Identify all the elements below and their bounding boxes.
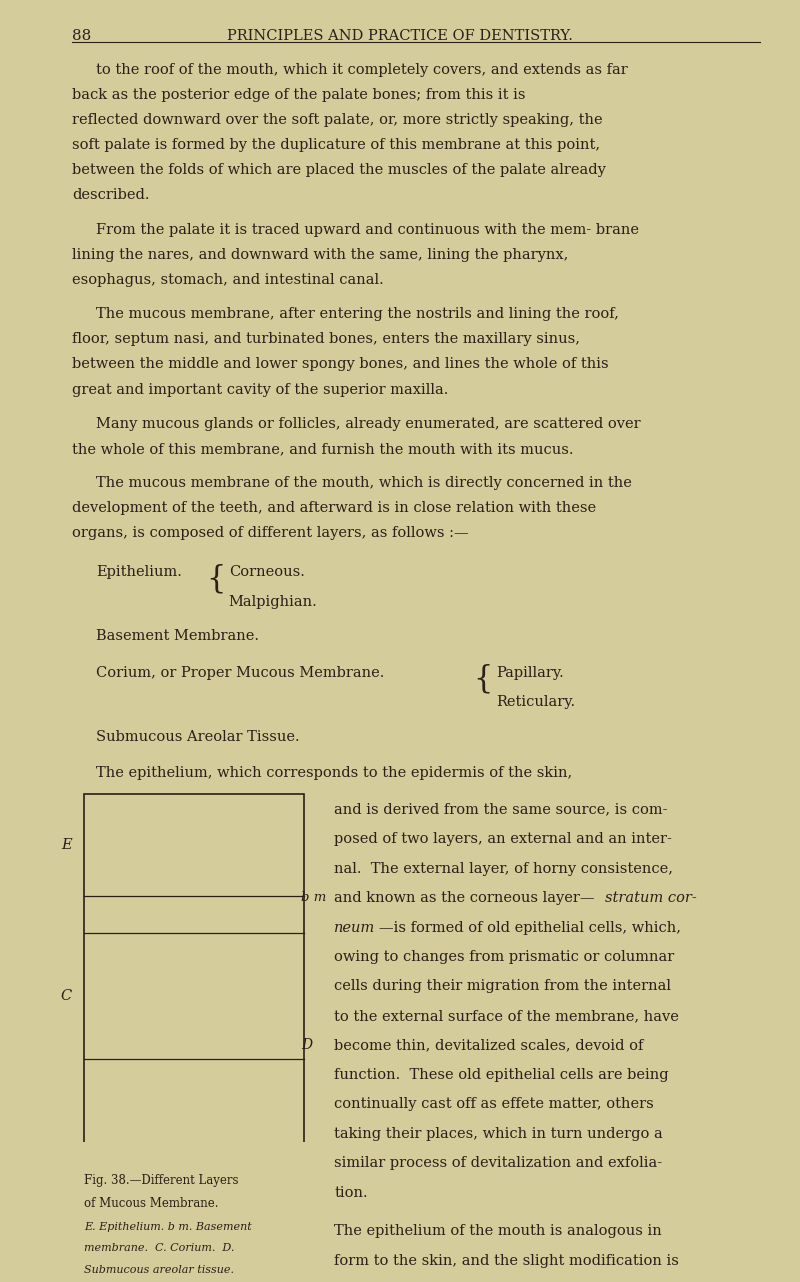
Text: function.  These old epithelial cells are being: function. These old epithelial cells are… — [334, 1068, 669, 1082]
Text: {: { — [474, 664, 493, 695]
Text: stratum cor-: stratum cor- — [605, 891, 697, 905]
Text: Corneous.: Corneous. — [229, 565, 305, 579]
Text: esophagus, stomach, and intestinal canal.: esophagus, stomach, and intestinal canal… — [72, 273, 384, 287]
Text: C: C — [61, 988, 72, 1003]
Text: Epithelium.: Epithelium. — [96, 565, 182, 579]
Text: cells during their migration from the internal: cells during their migration from the in… — [334, 979, 671, 994]
Text: back as the posterior edge of the palate bones; from this it is: back as the posterior edge of the palate… — [72, 88, 526, 103]
Text: similar process of devitalization and exfolia-: similar process of devitalization and ex… — [334, 1156, 662, 1170]
Text: The epithelium, which corresponds to the epidermis of the skin,: The epithelium, which corresponds to the… — [96, 767, 572, 781]
Text: and known as the corneous layer—: and known as the corneous layer— — [334, 891, 595, 905]
Text: Fig. 38.—Different Layers: Fig. 38.—Different Layers — [84, 1174, 238, 1187]
Text: form to the skin, and the slight modification is: form to the skin, and the slight modific… — [334, 1254, 679, 1268]
Text: From the palate it is traced upward and continuous with the mem- brane: From the palate it is traced upward and … — [96, 223, 639, 237]
Text: Many mucous glands or follicles, already enumerated, are scattered over: Many mucous glands or follicles, already… — [96, 417, 641, 431]
Text: b m: b m — [301, 891, 326, 904]
Text: E. Epithelium. b m. Basement: E. Epithelium. b m. Basement — [84, 1222, 252, 1232]
Text: E: E — [61, 837, 72, 851]
Text: owing to changes from prismatic or columnar: owing to changes from prismatic or colum… — [334, 950, 674, 964]
Text: neum: neum — [334, 920, 376, 935]
Text: Basement Membrane.: Basement Membrane. — [96, 629, 259, 644]
Text: posed of two layers, an external and an inter-: posed of two layers, an external and an … — [334, 832, 672, 846]
Text: Corium, or Proper Mucous Membrane.: Corium, or Proper Mucous Membrane. — [96, 665, 384, 679]
Text: The epithelium of the mouth is analogous in: The epithelium of the mouth is analogous… — [334, 1224, 662, 1238]
Text: organs, is composed of different layers, as follows :—: organs, is composed of different layers,… — [72, 527, 469, 541]
Text: described.: described. — [72, 188, 150, 203]
Text: of Mucous Membrane.: of Mucous Membrane. — [84, 1196, 218, 1210]
Text: between the middle and lower spongy bones, and lines the whole of this: between the middle and lower spongy bone… — [72, 358, 609, 372]
Text: Papillary.: Papillary. — [496, 665, 564, 679]
Text: great and important cavity of the superior maxilla.: great and important cavity of the superi… — [72, 382, 448, 396]
Text: —is formed of old epithelial cells, which,: —is formed of old epithelial cells, whic… — [379, 920, 682, 935]
Text: lining the nares, and downward with the same, lining the pharynx,: lining the nares, and downward with the … — [72, 247, 568, 262]
Text: between the folds of which are placed the muscles of the palate already: between the folds of which are placed th… — [72, 163, 606, 177]
Text: nal.  The external layer, of horny consistence,: nal. The external layer, of horny consis… — [334, 862, 674, 876]
Text: Reticulary.: Reticulary. — [496, 695, 575, 709]
Text: floor, septum nasi, and turbinated bones, enters the maxillary sinus,: floor, septum nasi, and turbinated bones… — [72, 332, 580, 346]
Text: The mucous membrane, after entering the nostrils and lining the roof,: The mucous membrane, after entering the … — [96, 308, 619, 322]
Text: {: { — [206, 563, 226, 595]
Text: to the roof of the mouth, which it completely covers, and extends as far: to the roof of the mouth, which it compl… — [96, 63, 628, 77]
Text: soft palate is formed by the duplicature of this membrane at this point,: soft palate is formed by the duplicature… — [72, 138, 600, 153]
Bar — [84, 794, 304, 1164]
Text: Submucous areolar tissue.: Submucous areolar tissue. — [84, 1265, 234, 1276]
Text: taking their places, which in turn undergo a: taking their places, which in turn under… — [334, 1127, 663, 1141]
Text: reflected downward over the soft palate, or, more strictly speaking, the: reflected downward over the soft palate,… — [72, 113, 602, 127]
Text: become thin, devitalized scales, devoid of: become thin, devitalized scales, devoid … — [334, 1038, 644, 1053]
Text: and is derived from the same source, is com-: and is derived from the same source, is … — [334, 803, 668, 817]
Text: continually cast off as effete matter, others: continually cast off as effete matter, o… — [334, 1097, 654, 1111]
Text: PRINCIPLES AND PRACTICE OF DENTISTRY.: PRINCIPLES AND PRACTICE OF DENTISTRY. — [227, 28, 573, 42]
Text: D: D — [301, 1038, 312, 1053]
Text: the whole of this membrane, and furnish the mouth with its mucus.: the whole of this membrane, and furnish … — [72, 442, 574, 456]
Text: 88: 88 — [72, 28, 91, 42]
Text: to the external surface of the membrane, have: to the external surface of the membrane,… — [334, 1009, 679, 1023]
Text: The mucous membrane of the mouth, which is directly concerned in the: The mucous membrane of the mouth, which … — [96, 476, 632, 490]
Text: Submucous Areolar Tissue.: Submucous Areolar Tissue. — [96, 729, 300, 744]
Text: tion.: tion. — [334, 1186, 368, 1200]
Text: development of the teeth, and afterward is in close relation with these: development of the teeth, and afterward … — [72, 501, 596, 515]
Text: membrane.  C. Corium.  D.: membrane. C. Corium. D. — [84, 1244, 234, 1254]
Text: Malpighian.: Malpighian. — [229, 595, 318, 609]
